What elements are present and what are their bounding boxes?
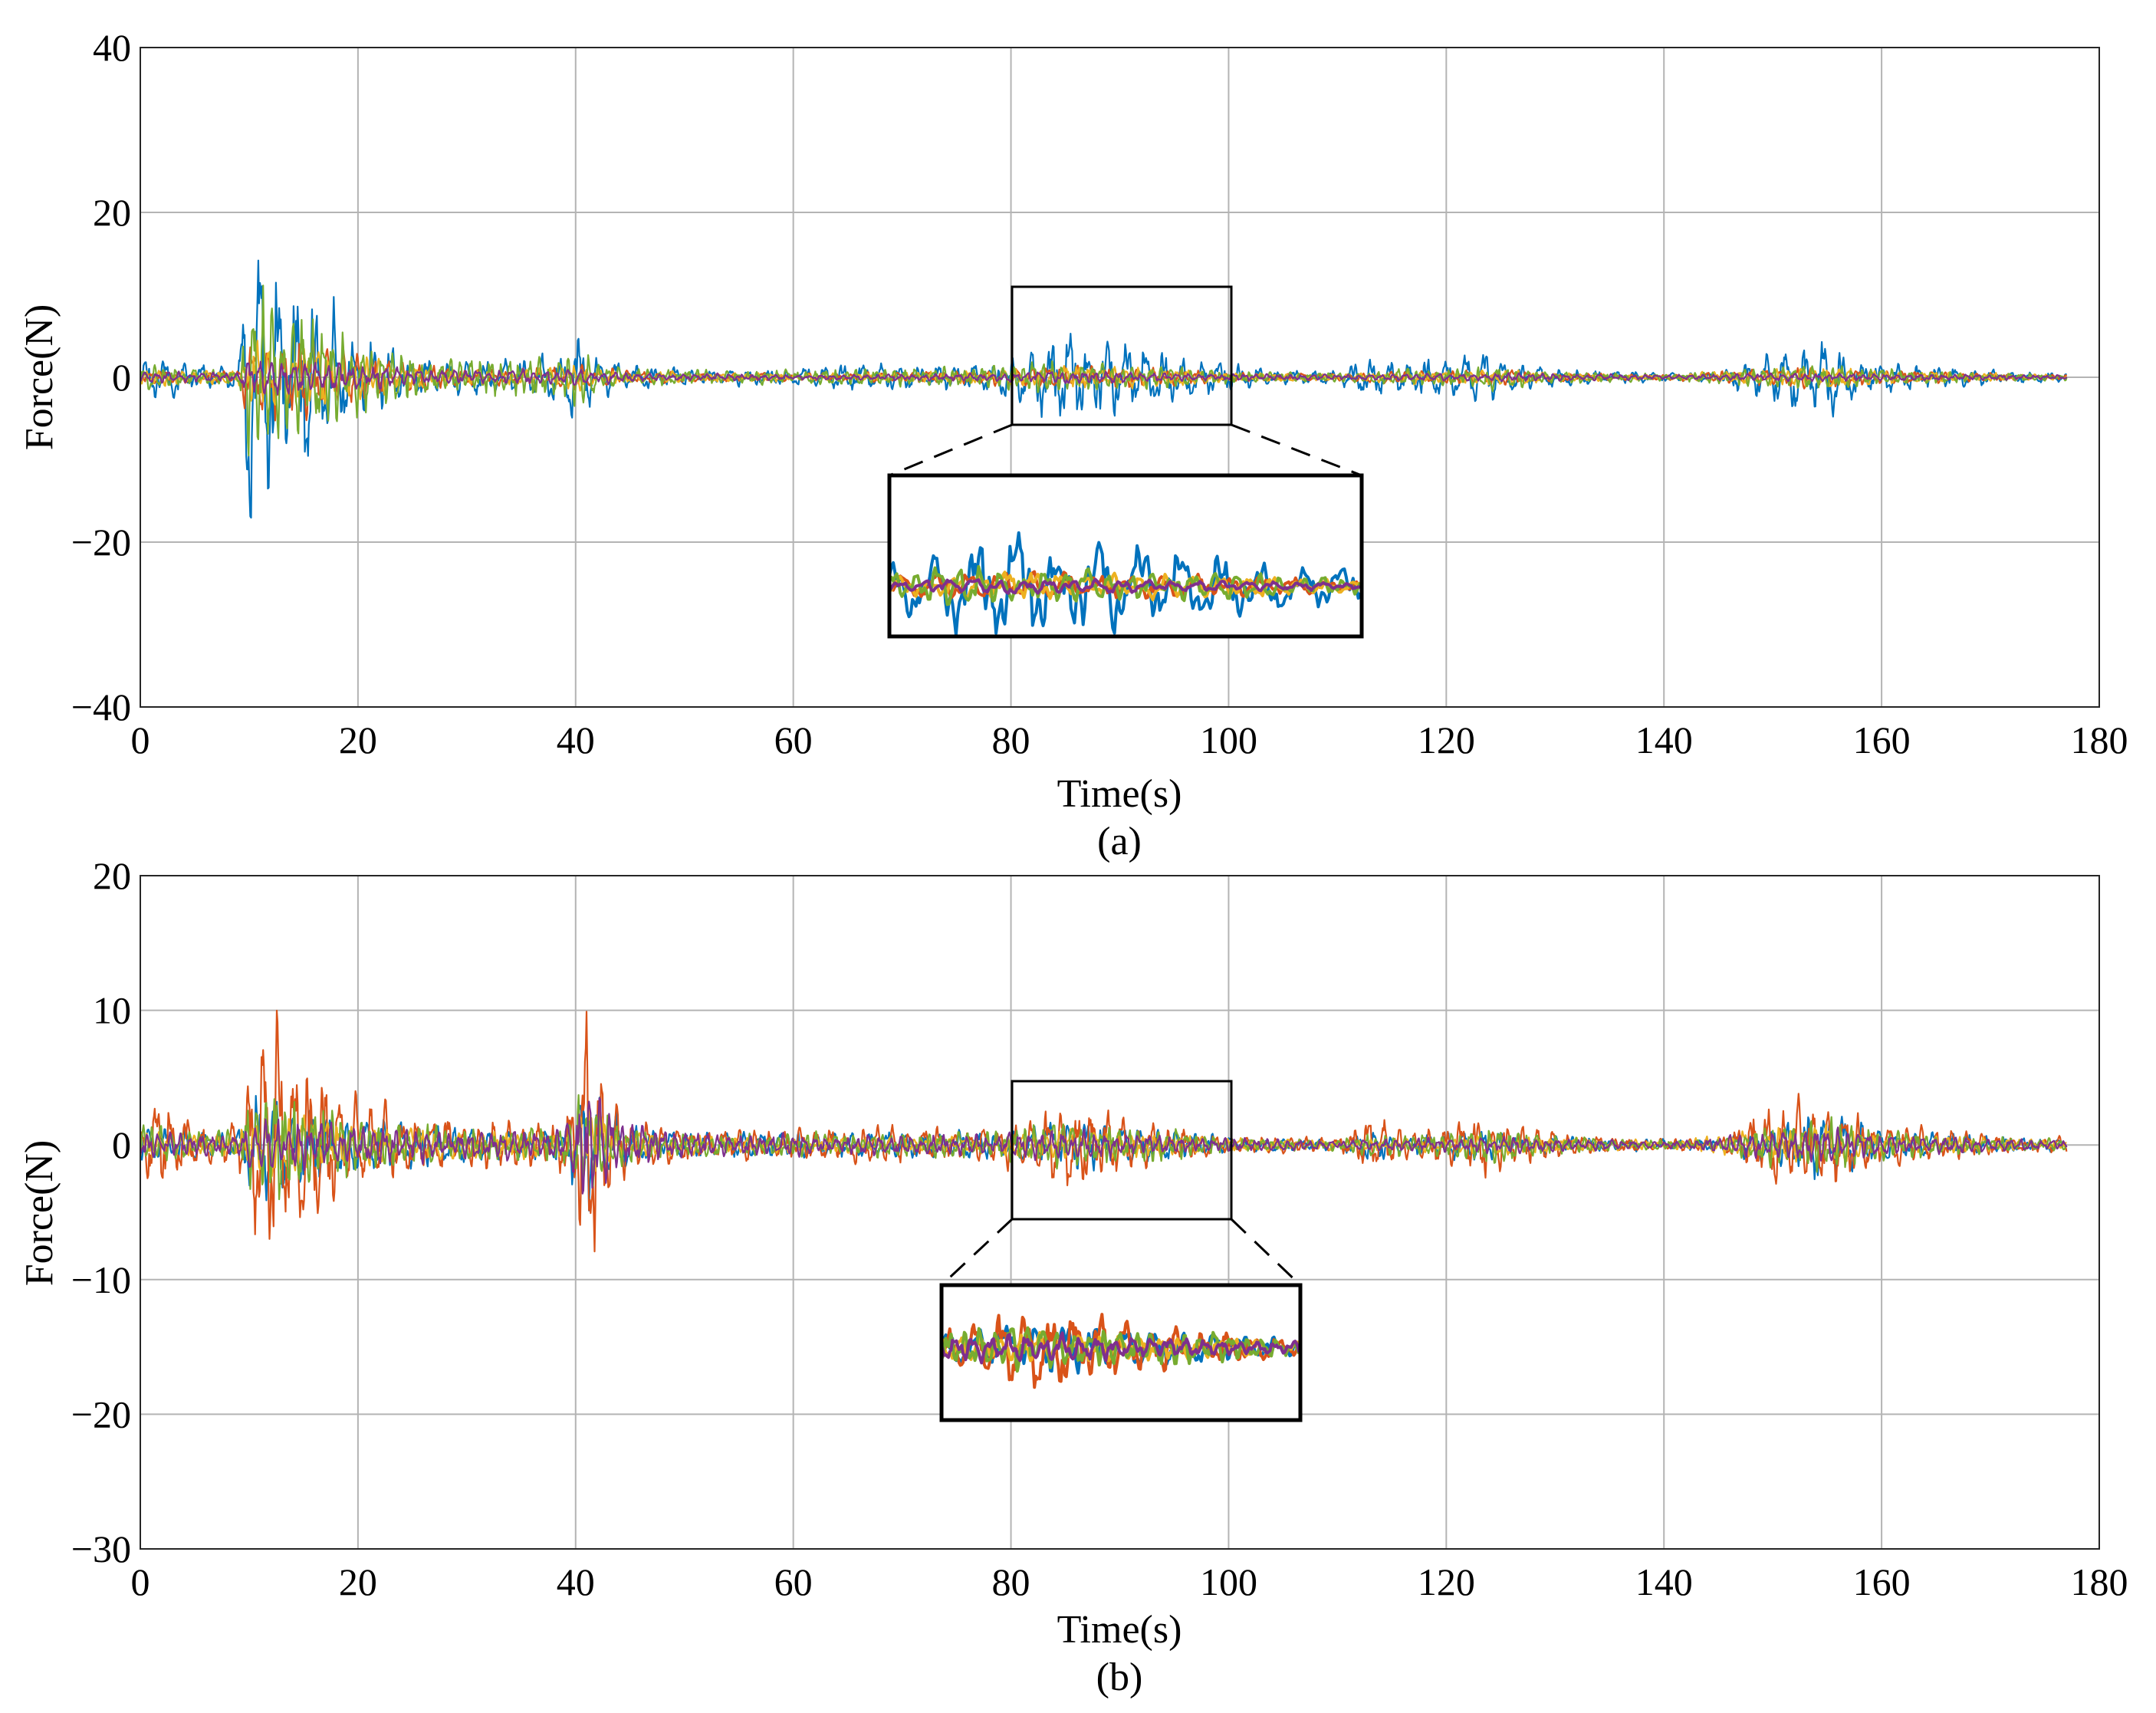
series-group-b [139, 1009, 2068, 1253]
x-tick-label: 80 [992, 1560, 1030, 1603]
zoom-connector-right-b [1230, 1218, 1302, 1287]
panel-b: 0 20 40 60 80 100 120 140 160 180 −30 −20 −10 0 10 20 T… [18, 854, 2128, 1699]
zoom-connector-left-a [889, 423, 1013, 477]
y-tick-label: 20 [93, 191, 131, 234]
zoom-series-line-channel-4 [889, 577, 1361, 595]
zoom-source-box-a [1011, 285, 1233, 426]
axes-frame-a [140, 47, 2100, 708]
x-tick-label: 20 [339, 1560, 377, 1603]
zoom-inset-traces [942, 1313, 1300, 1389]
y-axis-label-b: Force(N) [18, 1140, 61, 1287]
zoom-inset-frame-a [887, 473, 1364, 639]
x-tick-label: 0 [131, 1560, 150, 1603]
y-tick-label: 20 [93, 854, 131, 897]
y-tick-label: −10 [71, 1258, 131, 1301]
zoom-callout-b [939, 1080, 1303, 1422]
x-tick-label: 120 [1418, 718, 1475, 761]
x-tick-label: 140 [1635, 718, 1693, 761]
x-tick-label: 160 [1853, 1560, 1911, 1603]
zoom-connector-left-b [940, 1218, 1014, 1287]
caption-b: (b) [1096, 1655, 1143, 1699]
x-tick-label: 60 [774, 718, 813, 761]
tick-labels-a: 0 20 40 60 80 100 120 140 160 180 −40 −20 0 20 40 [71, 26, 2128, 761]
zoom-source-box-b [1011, 1080, 1233, 1221]
plot-area-b [140, 876, 2099, 1549]
y-tick-label: −30 [71, 1527, 131, 1570]
panel-a: 0 20 40 60 80 100 120 140 160 180 −40 −20 0 20 40 Time… [18, 26, 2128, 863]
x-tick-label: 80 [992, 718, 1030, 761]
x-tick-label: 100 [1200, 1560, 1257, 1603]
y-tick-label: 0 [112, 356, 131, 399]
series-line-channel-3 [139, 1104, 2067, 1179]
y-tick-label: −20 [71, 521, 131, 564]
x-tick-label: 140 [1635, 1560, 1693, 1603]
y-tick-label: −20 [71, 1392, 131, 1435]
zoom-inset-a [889, 531, 1362, 636]
series-group-a [139, 259, 2068, 519]
zoom-callout-a [887, 285, 1364, 639]
series-line-channel-4 [139, 360, 2068, 396]
zoom-inset-b [942, 1313, 1300, 1389]
series-line-channel-5 [139, 284, 2068, 457]
axes-frame-b [140, 875, 2100, 1550]
caption-a: (a) [1097, 820, 1142, 863]
zoom-series-line-channel-4 [942, 1331, 1300, 1365]
x-tick-label: 0 [131, 718, 150, 761]
y-tick-label: 0 [112, 1123, 131, 1166]
x-tick-label: 100 [1200, 718, 1257, 761]
x-axis-label-b: Time(s) [1057, 1608, 1182, 1652]
x-tick-label: 160 [1853, 718, 1911, 761]
zoom-inset-frame-b [939, 1283, 1303, 1422]
x-tick-label: 20 [339, 718, 377, 761]
x-tick-label: 40 [557, 1560, 595, 1603]
tick-labels-b: 0 20 40 60 80 100 120 140 160 180 −30 −20 −10 0 10 20 [71, 854, 2128, 1603]
x-tick-label: 180 [2071, 718, 2128, 761]
y-tick-label: 10 [93, 989, 131, 1032]
y-tick-label: −40 [71, 686, 131, 728]
zoom-series-line-channel-5 [942, 1326, 1300, 1373]
x-tick-label: 60 [774, 1560, 813, 1603]
y-tick-label: 40 [93, 26, 131, 69]
y-axis-label-a: Force(N) [18, 304, 61, 451]
zoom-inset-bg-a [889, 475, 1362, 636]
zoom-connector-right-a [1231, 423, 1362, 477]
x-axis-label-a: Time(s) [1057, 772, 1182, 816]
x-tick-label: 180 [2071, 1560, 2128, 1603]
zoom-inset-traces [889, 531, 1362, 636]
series-line-channel-4 [140, 1097, 2068, 1195]
x-tick-label: 120 [1418, 1560, 1475, 1603]
x-tick-label: 40 [557, 718, 595, 761]
